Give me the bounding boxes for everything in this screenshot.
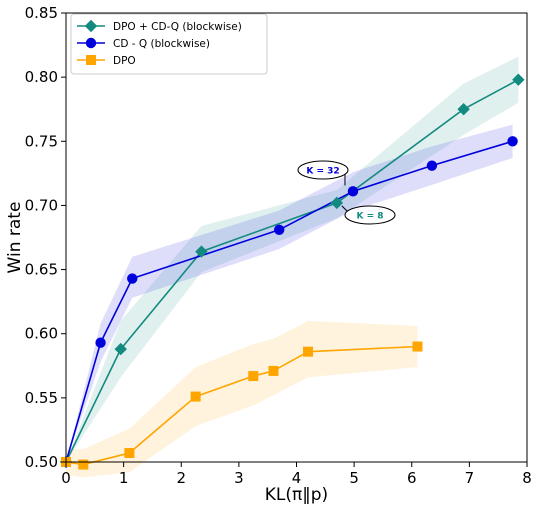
data-point-1 [274,224,285,236]
data-point-2 [412,341,423,352]
x-tick-label: 3 [234,469,244,487]
data-point-0 [457,103,470,116]
data-point-0 [330,196,344,210]
legend: DPO + CD-Q (blockwise) CD - Q (blockwise)… [70,13,268,75]
y-tick-label: 0.70 [25,196,58,214]
legend-marker [86,55,96,65]
legend-label: DPO [113,55,136,67]
data-point-0 [114,342,127,356]
legend-marker [85,37,97,49]
y-tick-label: 0.60 [25,325,58,343]
x-tick-label: 1 [119,469,129,487]
x-tick-label: 6 [407,469,417,487]
data-point-2 [78,459,89,470]
legend-box [70,13,268,75]
series-band-0 [66,56,519,463]
legend-label: DPO + CD-Q (blockwise) [113,21,242,33]
series-line-2 [65,345,418,466]
annotations: K = 32 K = 8 [297,160,396,225]
annotation-label: K = 8 [356,212,383,222]
confidence-bands [66,56,519,478]
data-point-0 [512,73,525,86]
series-line-0 [65,79,519,463]
data-point-2 [268,365,279,376]
x-tick-label: 4 [292,469,302,487]
x-tick-label: 5 [349,469,359,487]
x-tick-label: 7 [465,469,475,487]
y-tick-label: 0.55 [25,389,58,407]
y-tick-label: 0.80 [25,68,58,86]
data-point-2 [190,391,201,402]
data-point-1 [426,160,438,171]
x-tick-label: 8 [522,469,532,487]
data-point-1 [507,136,518,147]
data-point-1 [95,337,106,348]
x-tick-label: 2 [176,469,186,487]
series-line-1 [65,140,513,463]
y-axis-title: Win rate [5,202,25,274]
data-point-0 [195,245,208,258]
series-band-1 [66,124,513,462]
data-point-2 [303,346,314,357]
y-tick-label: 0.75 [25,132,58,150]
legend-marker [84,19,98,33]
y-tick-label: 0.65 [25,261,58,279]
y-axis-ticks: 0.50 0.55 0.60 0.65 0.70 0.75 0.80 0.85 [25,4,66,471]
x-axis-title: KL(π‖p) [265,485,328,505]
x-axis-ticks: 0 1 2 3 4 5 6 7 8 [61,462,532,487]
data-point-1 [127,273,138,284]
annotation-bubble [297,160,349,180]
annotation-bubble [344,205,396,225]
data-point-1 [347,186,359,197]
series-band-2 [66,320,418,478]
y-tick-label: 0.50 [25,453,58,471]
y-tick-label: 0.85 [25,4,58,22]
data-point-2 [248,371,259,382]
legend-label: CD - Q (blockwise) [113,38,210,50]
annotation-label: K = 32 [306,167,339,177]
data-point-2 [124,448,135,459]
x-tick-label: 0 [61,469,71,487]
